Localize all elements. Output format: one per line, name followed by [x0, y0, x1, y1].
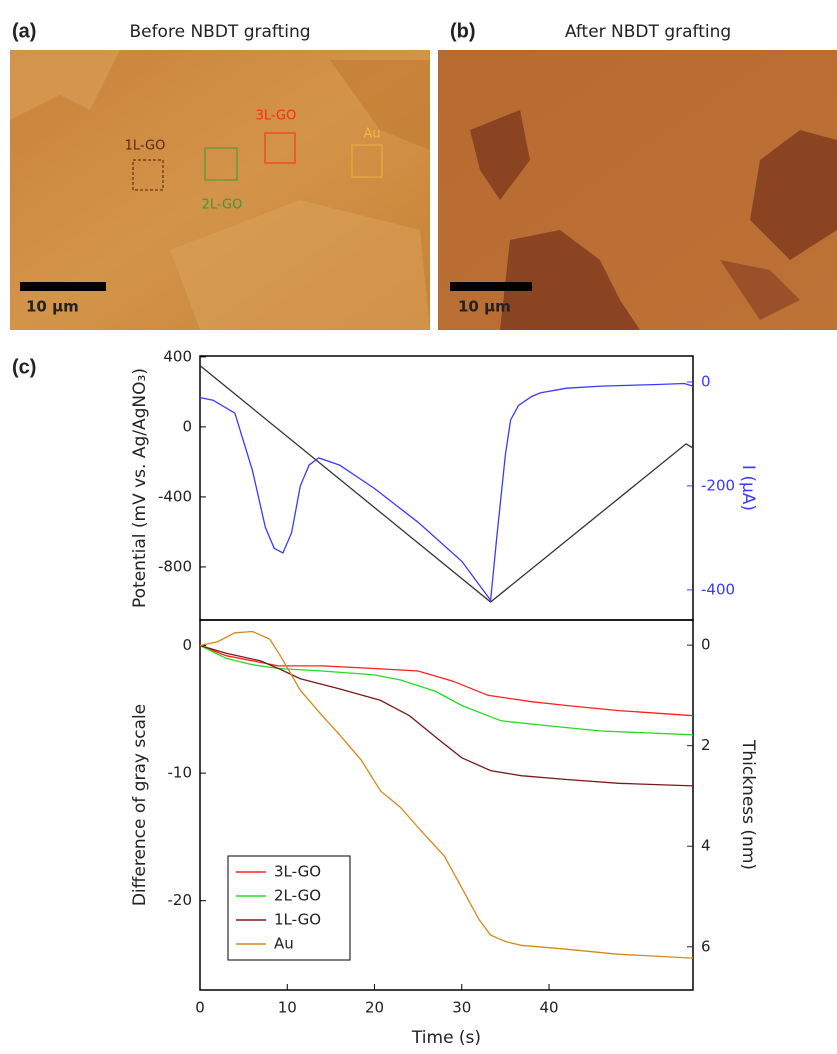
y-tick-label: 400: [163, 347, 192, 365]
y2-tick-label: -400: [701, 580, 735, 598]
plot-frame: [199, 355, 694, 621]
y2-tick-label: 0: [701, 372, 711, 390]
y2-tick-label: 2: [701, 736, 711, 754]
y-axis-label: Potential (mV vs. Ag/AgNO₃): [130, 368, 150, 608]
legend-label: Au: [274, 935, 294, 953]
series-line: [199, 644, 694, 717]
x-tick-label: 30: [452, 999, 471, 1017]
y2-tick-label: 0: [701, 636, 711, 654]
y-tick-label: 0: [182, 636, 192, 654]
series-line: [199, 644, 694, 787]
y-tick-label: -20: [168, 891, 193, 909]
region-label: 2L-GO: [202, 198, 243, 213]
series-line: [199, 630, 694, 959]
y2-tick-label: -200: [701, 476, 735, 494]
texture: [470, 110, 530, 200]
region-label: 3L-GO: [256, 109, 297, 124]
x-tick-label: 0: [195, 999, 205, 1017]
series-line: [199, 365, 694, 603]
region-box: [351, 144, 383, 178]
panel-title: After NBDT grafting: [565, 22, 731, 42]
panel-title: Before NBDT grafting: [129, 22, 310, 42]
texture: [720, 260, 800, 320]
x-tick-label: 20: [365, 999, 384, 1017]
plot-frame: [199, 619, 694, 991]
x-axis-label: Time (s): [411, 1028, 481, 1048]
texture: [330, 60, 430, 150]
legend-label: 3L-GO: [274, 863, 321, 881]
scale-label: 10 μm: [26, 298, 79, 316]
y-tick-label: -10: [168, 764, 193, 782]
region-label: Au: [363, 127, 380, 142]
panel-label: (a): [12, 20, 36, 42]
series-line: [199, 382, 694, 603]
legend-label: 1L-GO: [274, 911, 321, 929]
y2-tick-label: 4: [701, 837, 711, 855]
x-tick-label: 40: [539, 999, 558, 1017]
scale-bar: [450, 282, 532, 291]
scale-bar: [20, 282, 106, 291]
texture: [10, 50, 120, 120]
region-box: [132, 159, 164, 191]
texture: [170, 200, 430, 330]
legend-label: 2L-GO: [274, 887, 321, 905]
texture: [500, 230, 640, 330]
series-line: [199, 644, 694, 736]
legend-box: [227, 855, 351, 961]
region-box: [204, 147, 238, 181]
scale-label: 10 μm: [458, 298, 511, 316]
y2-axis-label: Thickness (nm): [738, 739, 758, 870]
region-box: [264, 132, 296, 164]
region-label: 1L-GO: [125, 139, 166, 154]
y2-axis-label: I (μA): [738, 465, 758, 511]
y-tick-label: -800: [158, 557, 192, 575]
x-tick-label: 10: [278, 999, 297, 1017]
panel-label: (b): [450, 20, 476, 42]
texture: [750, 130, 837, 260]
panel-label: (c): [12, 356, 36, 378]
y-tick-label: -400: [158, 487, 192, 505]
y-tick-label: 0: [182, 417, 192, 435]
y-axis-label: Difference of gray scale: [130, 704, 150, 906]
y2-tick-label: 6: [701, 937, 711, 955]
